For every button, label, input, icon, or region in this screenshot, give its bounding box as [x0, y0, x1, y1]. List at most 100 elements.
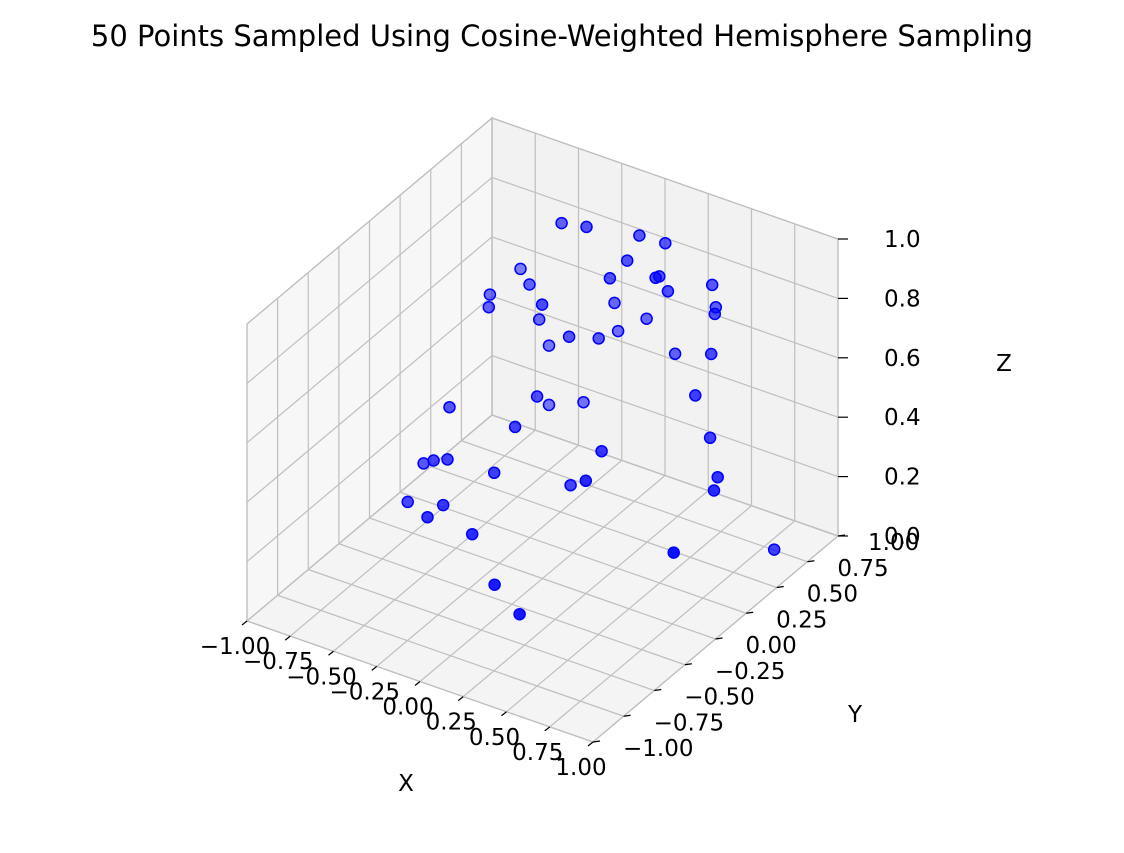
floor-gridline-y [277, 594, 624, 717]
y-tick-label: −0.50 [684, 685, 754, 711]
floor-gridline-y [369, 517, 716, 640]
y-tick-mark [684, 663, 692, 666]
data-point [436, 498, 450, 512]
data-point [595, 444, 608, 458]
floor-gridline-y [308, 568, 655, 692]
data-point [487, 466, 501, 480]
data-point [709, 301, 723, 314]
data-point [555, 216, 568, 230]
data-point [465, 527, 479, 541]
z-tick-label: 0.2 [884, 465, 921, 491]
data-point [620, 254, 634, 267]
floor-gridline-y [461, 440, 808, 563]
y-tick-label: 0.25 [776, 607, 827, 633]
left-gridline-z [246, 295, 493, 503]
z-tick-label: 1.0 [884, 227, 921, 253]
data-point [488, 578, 501, 591]
data-point [592, 332, 605, 345]
y-tick-label: −0.75 [654, 710, 724, 736]
floor-gridline-y [430, 465, 777, 589]
y-tick-label: 0.50 [807, 582, 858, 608]
back-gridline-z [491, 117, 839, 240]
x-tick-mark [457, 696, 464, 702]
x-tick-label: 0.25 [426, 710, 477, 736]
z-tick-label: 0.0 [884, 524, 921, 550]
data-point [443, 400, 456, 414]
data-point [603, 272, 617, 285]
z-axis-label: Z [996, 351, 1012, 377]
y-tick-mark [715, 637, 723, 640]
data-point [659, 236, 672, 250]
back-gridline-z [491, 414, 839, 537]
data-point [649, 271, 662, 285]
x-tick-label: −0.75 [243, 649, 313, 675]
data-point [703, 431, 717, 445]
data-point [633, 229, 646, 242]
data-point [483, 288, 497, 301]
data-point [401, 495, 414, 509]
data-point [580, 220, 593, 234]
x-tick-mark [371, 665, 378, 671]
data-point [667, 546, 680, 559]
x-tick-label: 0.50 [469, 725, 520, 751]
data-point [562, 330, 576, 343]
data-point [689, 389, 702, 402]
x-tick-label: 0.00 [382, 695, 433, 721]
x-axis-label: X [398, 771, 414, 797]
floor-gridline-y [338, 543, 686, 666]
back-gridline-z [491, 355, 839, 478]
x-tick-mark [414, 681, 421, 686]
y-tick-mark [807, 560, 815, 563]
y-axis-label: Y [847, 702, 863, 728]
data-point [705, 278, 719, 292]
x-tick-label: −0.50 [286, 664, 356, 690]
x-tick-mark [241, 620, 248, 626]
data-point [514, 262, 527, 276]
data-point [530, 390, 544, 403]
back-gridline-z [491, 295, 839, 418]
y-tick-mark [654, 688, 662, 692]
data-point [532, 313, 546, 326]
z-tick-label: 0.8 [884, 286, 921, 312]
data-point [668, 347, 682, 361]
data-point [482, 300, 496, 314]
y-tick-label: −0.25 [715, 659, 785, 685]
data-point [508, 420, 522, 434]
left-gridline-z [246, 176, 493, 384]
x-tick-mark [587, 741, 594, 747]
x-tick-mark [544, 726, 551, 732]
chart-title: 50 Points Sampled Using Cosine-Weighted … [91, 19, 1033, 53]
z-tick-label: 0.4 [884, 405, 921, 431]
y-tick-mark [592, 740, 601, 743]
x-tick-label: 1.00 [555, 755, 606, 781]
left-gridline-z [246, 355, 493, 563]
x-tick-label: 0.75 [512, 740, 563, 766]
data-point [608, 296, 621, 310]
left-gridline-z [246, 414, 493, 622]
data-point [640, 312, 653, 325]
z-tick-label: 0.6 [884, 346, 921, 372]
data-point [711, 470, 724, 484]
x-tick-mark [501, 711, 507, 717]
y-tick-label: 0.75 [837, 556, 888, 582]
data-point [513, 607, 526, 621]
back-gridline-z [491, 236, 839, 359]
data-point [542, 398, 556, 412]
x-tick-mark [328, 650, 334, 656]
data-point [661, 285, 675, 298]
floor-gridline-y [399, 491, 747, 614]
y-tick-label: 0.00 [746, 633, 797, 659]
data-point [577, 395, 590, 409]
data-point [767, 543, 781, 556]
y-tick-label: 1.00 [868, 530, 919, 556]
data-point [611, 324, 625, 338]
x-tick-label: −0.25 [330, 679, 400, 705]
y-tick-mark [623, 714, 631, 717]
data-point [707, 484, 721, 497]
x-tick-label: −1.00 [200, 634, 270, 660]
data-point [542, 339, 556, 352]
x-tick-mark [284, 635, 291, 641]
data-point [535, 298, 549, 311]
